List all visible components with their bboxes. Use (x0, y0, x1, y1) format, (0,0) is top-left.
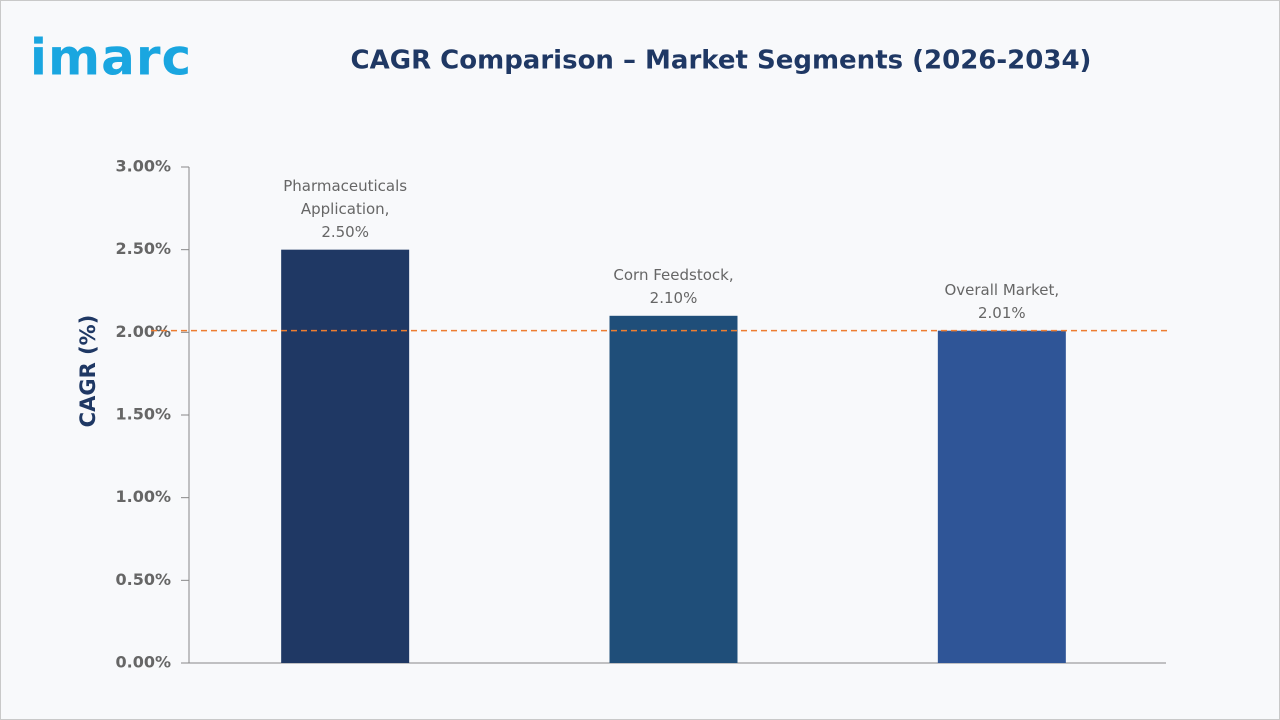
y-tick-label: 2.50% (115, 239, 171, 258)
data-label-category: Corn Feedstock, (613, 265, 734, 284)
data-label-value: 2.10% (649, 288, 698, 307)
bar (937, 330, 1066, 663)
bar (281, 249, 410, 663)
data-label-category: Overall Market, (944, 280, 1060, 299)
y-tick-label: 0.00% (115, 653, 171, 672)
y-tick-label: 1.50% (115, 405, 171, 424)
data-label-value: 2.01% (978, 303, 1026, 322)
y-tick-label: 1.00% (115, 487, 171, 506)
chart-title: CAGR Comparison – Market Segments (2026-… (351, 46, 1092, 76)
data-label: Corn Feedstock, 2.10% (599, 264, 749, 310)
logo: imarc (30, 29, 192, 87)
y-axis-label: CAGR (%) (76, 315, 100, 428)
y-tick-label: 0.50% (115, 570, 171, 589)
data-label-value: 2.50% (321, 222, 369, 241)
bar (609, 315, 738, 663)
y-tick-label: 2.00% (115, 322, 171, 341)
y-tick-label: 3.00% (115, 157, 171, 176)
data-label-category: Pharmaceuticals Application, (283, 176, 408, 218)
data-label: Pharmaceuticals Application, 2.50% (270, 175, 420, 244)
data-label: Overall Market, 2.01% (927, 279, 1077, 325)
